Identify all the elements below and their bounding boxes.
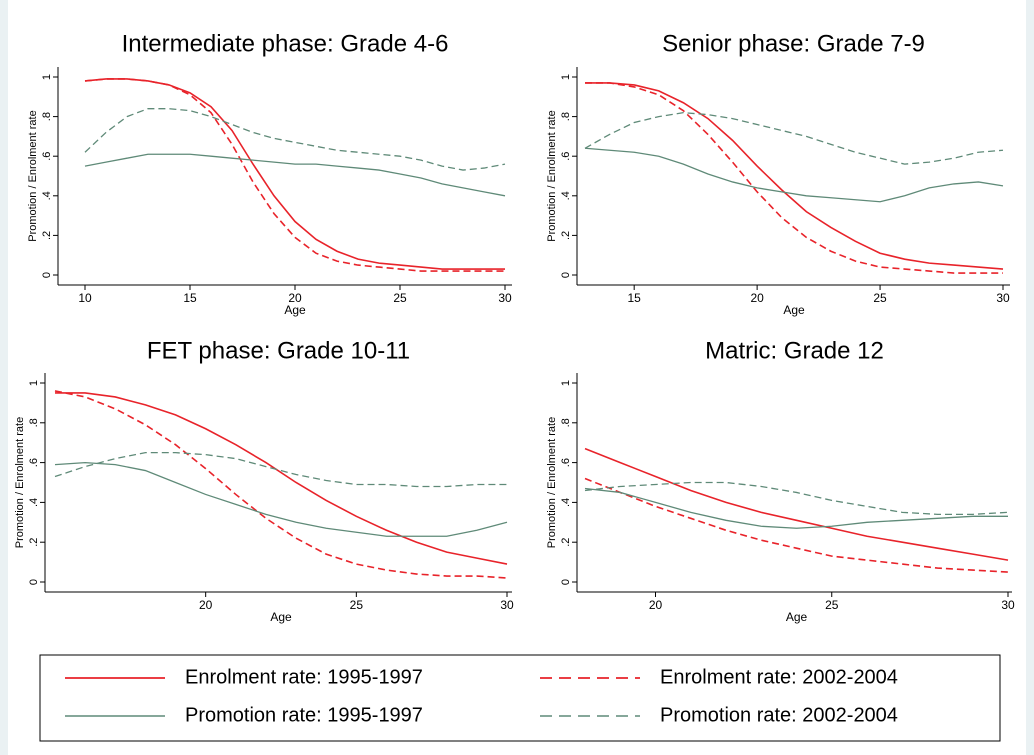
x-tick-label: 25 bbox=[873, 291, 887, 305]
series-line bbox=[54, 390, 508, 579]
x-tick-label: 30 bbox=[996, 291, 1010, 305]
chart-title: Senior phase: Grade 7-9 bbox=[662, 30, 925, 57]
plot-background bbox=[8, 0, 1026, 755]
legend-label: Enrolment rate: 1995-1997 bbox=[185, 666, 423, 688]
y-tick-label: .4 bbox=[41, 191, 53, 200]
series-line bbox=[584, 147, 1004, 203]
x-tick-label: 30 bbox=[500, 598, 514, 612]
chart-title: Intermediate phase: Grade 4-6 bbox=[122, 30, 449, 57]
series-line bbox=[84, 78, 505, 272]
y-tick-label: .2 bbox=[41, 231, 53, 240]
series-line bbox=[584, 487, 1008, 529]
y-tick-label: 0 bbox=[28, 579, 40, 585]
chart-title: Matric: Grade 12 bbox=[705, 337, 884, 364]
x-axis-title: Age bbox=[786, 610, 808, 624]
legend-label: Promotion rate: 1995-1997 bbox=[185, 704, 423, 726]
y-tick-label: .2 bbox=[28, 538, 40, 547]
y-tick-label: .6 bbox=[41, 152, 53, 161]
x-tick-label: 30 bbox=[498, 291, 512, 305]
y-tick-label: .2 bbox=[560, 231, 572, 240]
y-tick-label: .8 bbox=[41, 112, 53, 121]
x-tick-label: 25 bbox=[393, 291, 407, 305]
legend-box bbox=[39, 654, 1001, 742]
x-tick-label: 20 bbox=[649, 598, 663, 612]
y-tick-label: .8 bbox=[560, 418, 572, 427]
y-axis-title: Promotion / Enrolment rate bbox=[14, 417, 26, 548]
chart-title: FET phase: Grade 10-11 bbox=[147, 337, 410, 364]
y-tick-label: .6 bbox=[560, 458, 572, 467]
y-tick-label: 0 bbox=[560, 579, 572, 585]
y-tick-label: 1 bbox=[28, 380, 40, 386]
y-tick-label: .8 bbox=[560, 112, 572, 121]
y-tick-label: 1 bbox=[560, 380, 572, 386]
series-line bbox=[54, 461, 508, 537]
y-tick-label: 0 bbox=[560, 272, 572, 278]
x-tick-label: 30 bbox=[1001, 598, 1015, 612]
series-line bbox=[55, 392, 508, 565]
x-tick-label: 15 bbox=[183, 291, 197, 305]
y-tick-label: .4 bbox=[560, 498, 572, 507]
x-tick-label: 20 bbox=[288, 291, 302, 305]
x-tick-label: 15 bbox=[627, 291, 641, 305]
x-axis-title: Age bbox=[783, 303, 805, 317]
legend-label: Promotion rate: 2002-2004 bbox=[660, 704, 898, 726]
series-line bbox=[584, 447, 1009, 561]
series-line bbox=[584, 477, 1009, 573]
y-tick-label: .6 bbox=[28, 458, 40, 467]
y-tick-label: .4 bbox=[28, 498, 40, 507]
x-tick-label: 10 bbox=[78, 291, 92, 305]
y-tick-label: .6 bbox=[560, 152, 572, 161]
y-tick-label: 1 bbox=[41, 74, 53, 80]
y-tick-label: .8 bbox=[28, 418, 40, 427]
series-line bbox=[584, 481, 1009, 515]
x-axis-title: Age bbox=[284, 303, 306, 317]
x-tick-label: 20 bbox=[750, 291, 764, 305]
series-line bbox=[585, 82, 1004, 270]
x-axis-title: Age bbox=[270, 610, 292, 624]
x-tick-label: 25 bbox=[350, 598, 364, 612]
series-line bbox=[54, 451, 507, 488]
x-tick-label: 20 bbox=[199, 598, 213, 612]
y-axis-title: Promotion / Enrolment rate bbox=[546, 417, 558, 548]
y-tick-label: 1 bbox=[560, 74, 572, 80]
series-line bbox=[84, 153, 506, 197]
y-axis-title: Promotion / Enrolment rate bbox=[546, 110, 558, 241]
y-axis-title: Promotion / Enrolment rate bbox=[27, 110, 39, 241]
series-line bbox=[585, 82, 1003, 274]
y-tick-label: .2 bbox=[560, 538, 572, 547]
legend-label: Enrolment rate: 2002-2004 bbox=[660, 666, 898, 688]
y-tick-label: 0 bbox=[41, 272, 53, 278]
y-tick-label: .4 bbox=[560, 191, 572, 200]
x-tick-label: 25 bbox=[825, 598, 839, 612]
